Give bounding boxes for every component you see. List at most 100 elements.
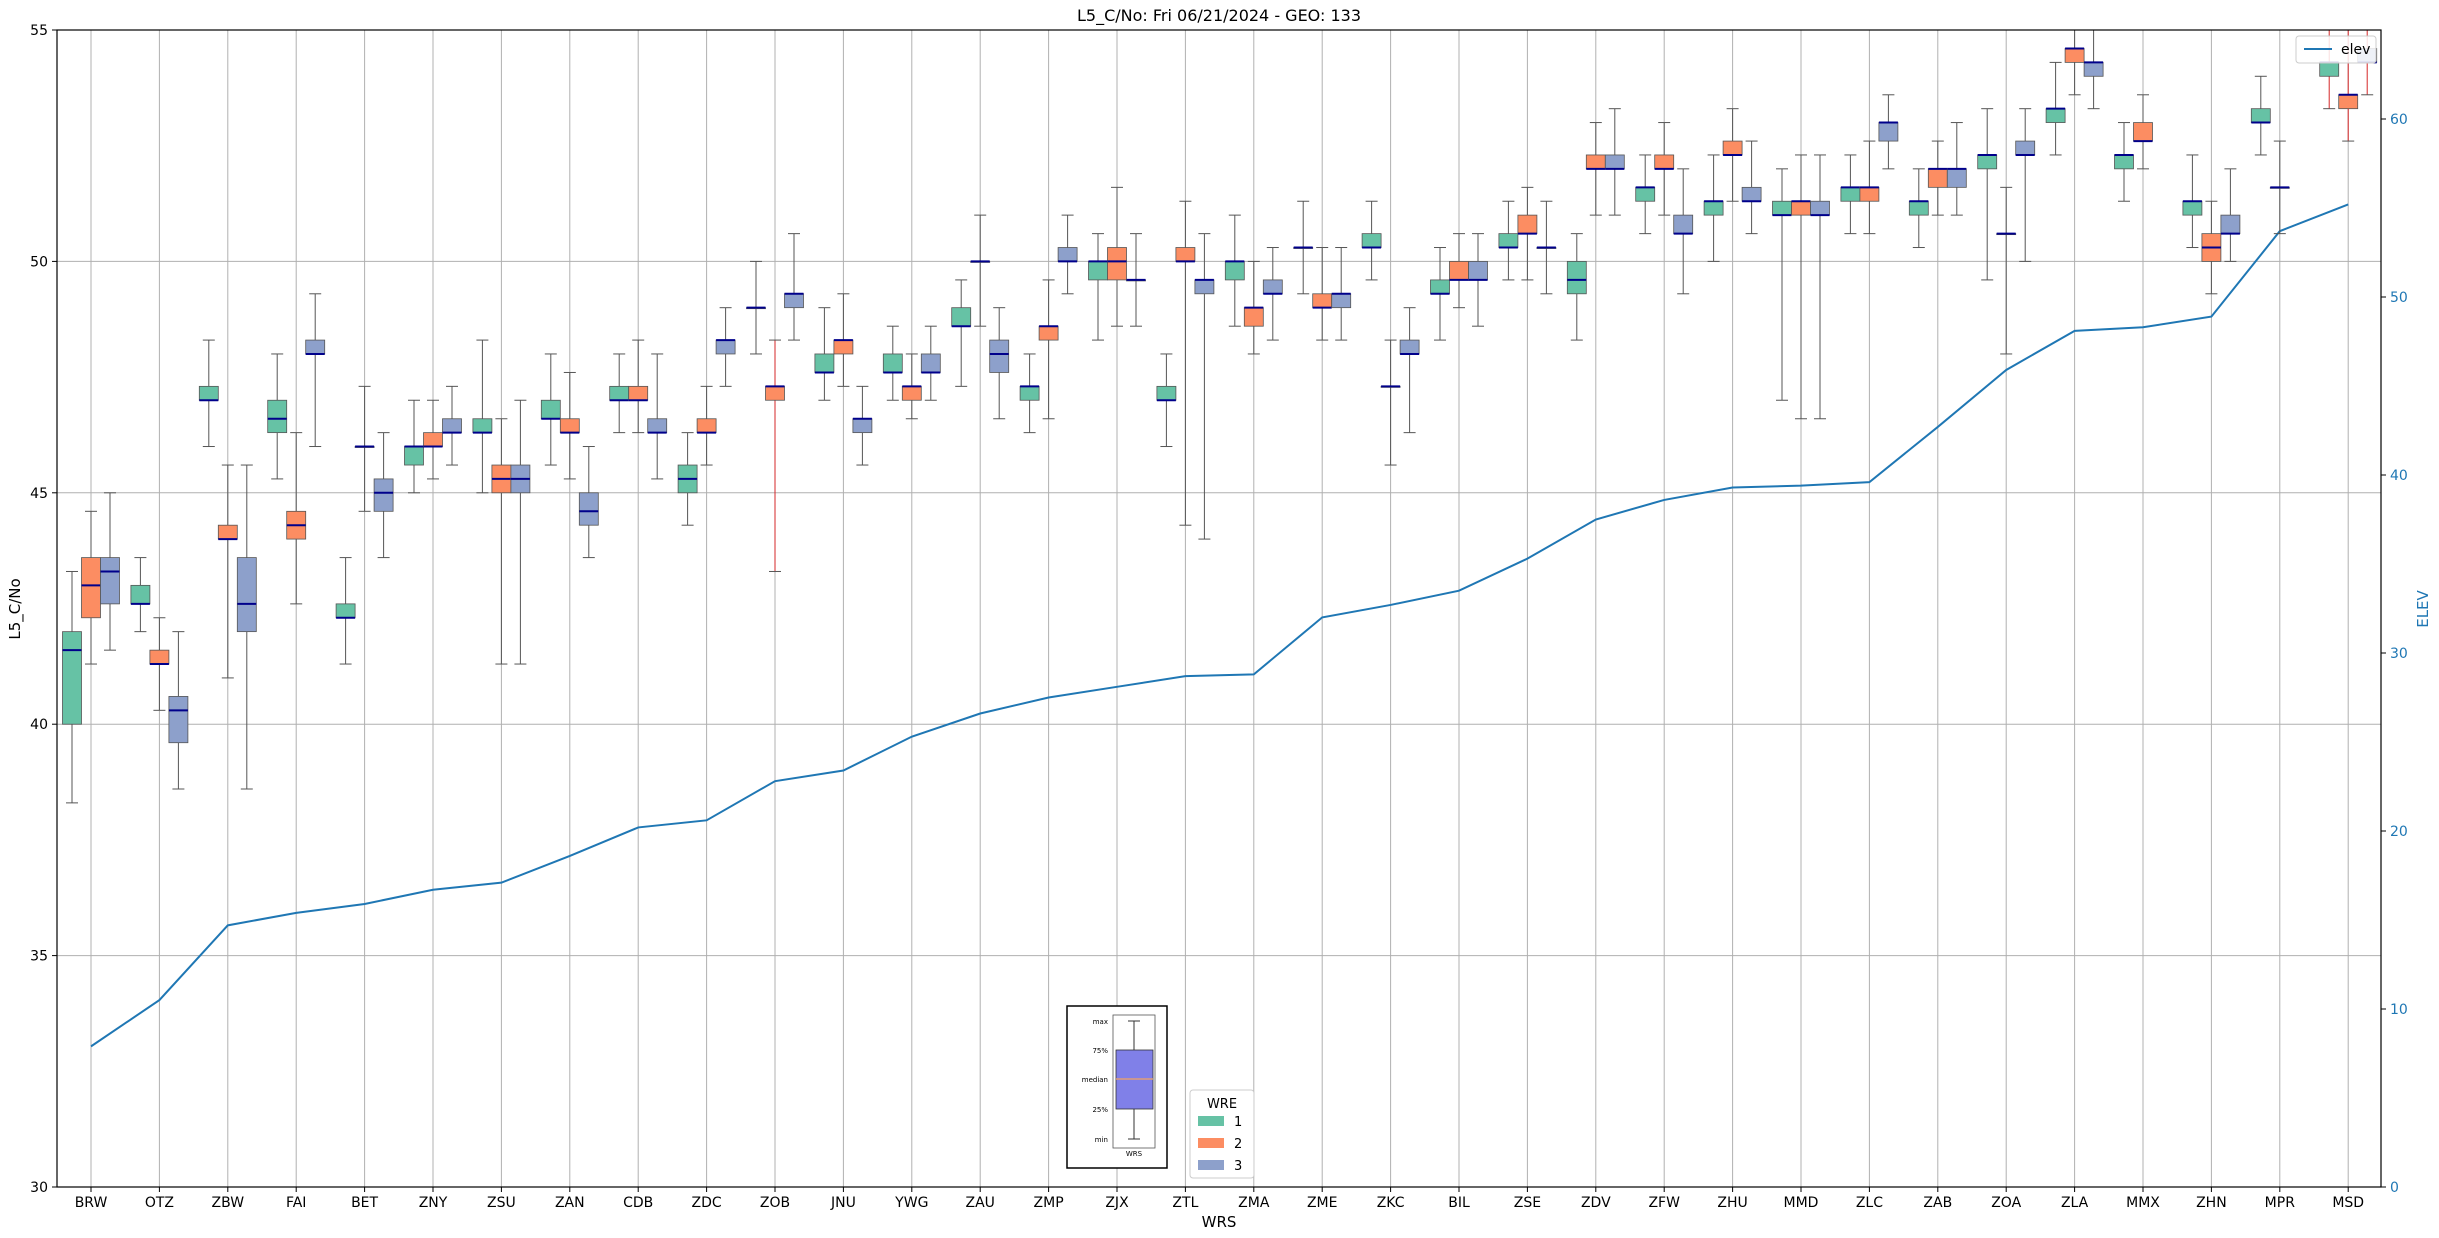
box-zme-wre1 xyxy=(1293,200,1314,295)
box-brw-wre2 xyxy=(81,510,101,665)
box-body xyxy=(1224,260,1245,281)
y2-tick-label: 50 xyxy=(2390,290,2408,306)
box-zbw-wre1 xyxy=(198,339,219,448)
y2-tick-label: 0 xyxy=(2390,1180,2399,1196)
x-tick-label: ZJX xyxy=(1105,1195,1129,1211)
box-body xyxy=(1635,186,1656,202)
box-zdv-wre1 xyxy=(1566,233,1587,341)
box-bil-wre3 xyxy=(1468,233,1488,327)
x-tick-label: ZAB xyxy=(1923,1195,1952,1211)
plot-frame xyxy=(56,29,2382,1188)
wre-legend: WRE 1 2 3 xyxy=(1189,1089,1255,1179)
x-tick-label: OTZ xyxy=(145,1195,174,1211)
box-body xyxy=(1810,200,1830,216)
box-mmd-wre3 xyxy=(1810,154,1830,420)
box-body xyxy=(540,399,561,420)
box-body xyxy=(784,293,804,309)
box-body xyxy=(628,385,649,401)
box-series xyxy=(62,29,2378,804)
x-tick-label: ZOA xyxy=(1991,1195,2021,1211)
x-tick-label: ZLA xyxy=(2061,1195,2089,1211)
box-zob-wre3 xyxy=(784,233,804,341)
box-body xyxy=(62,631,82,725)
x-tick-label: JNU xyxy=(830,1195,856,1211)
box-brw-wre1 xyxy=(62,570,82,804)
box-body xyxy=(472,418,493,434)
box-zse-wre3 xyxy=(1536,200,1557,295)
box-body xyxy=(1722,140,1743,156)
box-zma-wre1 xyxy=(1224,214,1245,327)
box-body xyxy=(217,524,238,540)
box-zhn-wre3 xyxy=(2220,168,2241,262)
box-zsu-wre1 xyxy=(472,339,493,494)
box-mmx-wre2 xyxy=(2133,94,2153,170)
x-tick-label: ZHU xyxy=(1717,1195,1747,1211)
box-fai-wre2 xyxy=(286,432,307,605)
y-axis-label: L5_C/No xyxy=(6,578,25,639)
box-body xyxy=(1498,233,1519,248)
x-tick-label: FAI xyxy=(286,1195,306,1211)
x-tick-label: ZBW xyxy=(212,1195,245,1211)
key-min: min xyxy=(1095,1136,1108,1144)
boxplot-key: max 75% median 25% min WRS xyxy=(1066,1005,1168,1169)
box-fai-wre3 xyxy=(305,293,326,448)
box-body xyxy=(852,418,873,434)
box-body xyxy=(2133,122,2153,142)
box-body xyxy=(1673,214,1694,235)
box-body xyxy=(833,339,854,355)
box-body xyxy=(1156,385,1177,401)
key-wrs: WRS xyxy=(1126,1150,1143,1158)
x-tick-label: ZSU xyxy=(487,1195,516,1211)
box-zab-wre1 xyxy=(1908,168,1929,249)
box-zfw-wre3 xyxy=(1673,168,1694,295)
box-body xyxy=(696,418,717,434)
box-zoa-wre2 xyxy=(1996,186,2017,355)
box-body xyxy=(1927,168,1948,188)
box-zfw-wre2 xyxy=(1654,122,1675,216)
box-mmx-wre1 xyxy=(2114,122,2134,202)
box-ywg-wre2 xyxy=(901,353,922,420)
box-body xyxy=(100,557,120,605)
box-zau-wre1 xyxy=(951,279,972,387)
x-tick-label: ZDV xyxy=(1581,1195,1611,1211)
box-body xyxy=(1585,154,1606,170)
x-tick-label: ZOB xyxy=(760,1195,790,1211)
box-body xyxy=(1703,200,1724,216)
box-zdc-wre3 xyxy=(715,307,736,387)
key-q3: 75% xyxy=(1092,1047,1108,1055)
box-body xyxy=(168,696,189,744)
wre-legend-swatch-2 xyxy=(1198,1138,1224,1148)
box-zdv-wre3 xyxy=(1604,108,1625,216)
box-body xyxy=(2338,94,2359,110)
chart-title: L5_C/No: Fri 06/21/2024 - GEO: 133 xyxy=(1077,6,1361,26)
box-body xyxy=(1654,154,1675,170)
box-body xyxy=(130,584,151,605)
x-tick-label: ZSE xyxy=(1514,1195,1541,1211)
box-body xyxy=(1430,279,1450,295)
x-tick-label: MPR xyxy=(2265,1195,2296,1211)
box-body xyxy=(1088,260,1108,281)
x-tick-label: ZLC xyxy=(1856,1195,1883,1211)
x-tick-label: BET xyxy=(351,1195,378,1211)
elev-legend: elev xyxy=(2295,35,2377,64)
x-tick-label: ZHN xyxy=(2196,1195,2227,1211)
y2-tick-label: 40 xyxy=(2390,468,2408,484)
box-body xyxy=(1772,200,1792,216)
box-body xyxy=(951,307,972,327)
wre-legend-title: WRE xyxy=(1207,1097,1237,1112)
box-zab-wre2 xyxy=(1927,140,1948,216)
box-body xyxy=(1107,247,1127,281)
wre-legend-label-2: 2 xyxy=(1234,1137,1242,1152)
box-jnu-wre1 xyxy=(814,307,835,401)
box-body xyxy=(1977,154,1998,170)
box-body xyxy=(404,446,424,466)
x-axis-label: WRS xyxy=(1202,1213,1237,1231)
elev-legend-label: elev xyxy=(2341,42,2370,58)
box-zkc-wre1 xyxy=(1361,200,1382,281)
box-body xyxy=(1791,200,1811,216)
box-body xyxy=(901,385,922,401)
x-tick-label: ZTL xyxy=(1172,1195,1198,1211)
box-fai-wre1 xyxy=(267,353,288,480)
box-mmd-wre1 xyxy=(1772,168,1792,401)
x-tick-label: ZFW xyxy=(1648,1195,1680,1211)
